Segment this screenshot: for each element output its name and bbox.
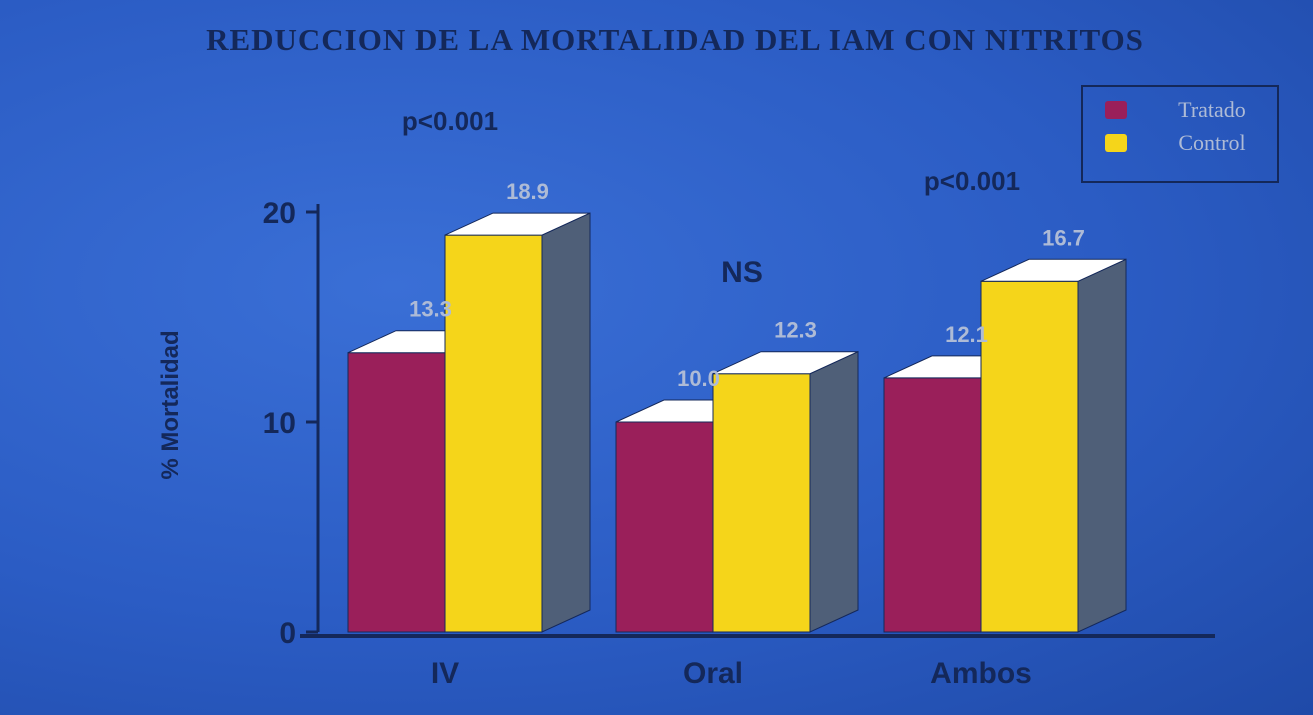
- value-label: 16.7: [1042, 225, 1085, 250]
- bar-control-ambos: [980, 280, 1079, 633]
- significance-annotation: p<0.001: [924, 166, 1020, 196]
- x-tick-label-ambos: Ambos: [930, 657, 1032, 690]
- legend-label-tratado: Tratado: [1178, 97, 1246, 122]
- value-label: 13.3: [409, 297, 452, 322]
- bars: [347, 212, 1127, 633]
- value-labels: 13.3 18.9 IV 10.0 12.3 Oral 12.1 16.7 Ambos p<0.0…: [402, 106, 1085, 690]
- legend-box: [1081, 85, 1279, 183]
- value-label: 12.3: [774, 318, 817, 343]
- y-tick-label: 20: [263, 197, 296, 230]
- significance-annotation: NS: [721, 256, 763, 289]
- bar-tratado-ambos: [883, 377, 982, 633]
- value-label: 18.9: [506, 179, 549, 204]
- x-tick-label-iv: IV: [431, 657, 459, 690]
- value-label: 12.1: [945, 322, 988, 347]
- legend-swatch-tratado: [1105, 101, 1127, 119]
- y-tick-label: 0: [279, 617, 296, 650]
- legend-swatch-control: [1105, 134, 1127, 152]
- value-label: 10.0: [677, 366, 720, 391]
- legend-label-control: Control: [1178, 130, 1245, 155]
- bar-top-control-oral: [712, 351, 859, 375]
- bar-control-oral: [712, 373, 811, 633]
- legend: Tratado Control: [1081, 85, 1279, 183]
- axes: 0 10 20: [263, 197, 1215, 650]
- bar-top-control-iv: [444, 212, 591, 236]
- y-tick-label: 10: [263, 407, 296, 440]
- significance-annotation: p<0.001: [402, 106, 498, 136]
- x-tick-label-oral: Oral: [683, 657, 743, 690]
- bar-side-control-ambos: [1077, 258, 1127, 633]
- bar-control-iv: [444, 234, 543, 633]
- bar-top-control-ambos: [980, 258, 1127, 282]
- bar-tratado-oral: [615, 421, 714, 633]
- y-axis-label: % Mortalidad: [157, 330, 184, 479]
- chart-title: REDUCCION DE LA MORTALIDAD DEL IAM CON N…: [206, 22, 1144, 57]
- bar-side-control-iv: [541, 212, 591, 633]
- bar-tratado-iv: [347, 352, 446, 633]
- bar-side-control-oral: [809, 350, 859, 633]
